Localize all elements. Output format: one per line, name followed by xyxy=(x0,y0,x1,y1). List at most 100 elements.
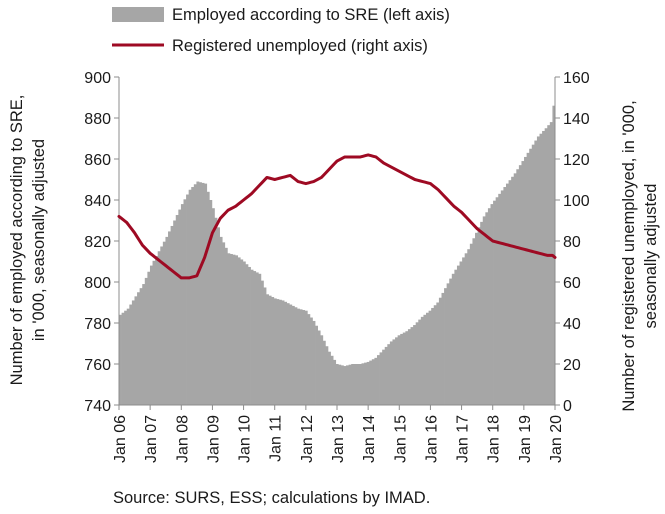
employed-area-bar xyxy=(402,332,406,405)
employed-area-bar xyxy=(358,364,362,405)
employed-area-bar xyxy=(144,277,148,405)
left-axis-tick-label: 820 xyxy=(84,234,111,251)
employed-area-bar xyxy=(400,333,404,405)
employed-area-bar xyxy=(397,335,401,405)
unemployed-point xyxy=(195,274,198,277)
unemployed-point xyxy=(234,205,237,208)
right-axis-tick-label: 80 xyxy=(563,234,581,251)
unemployed-point xyxy=(273,178,276,181)
employed-area-bar xyxy=(456,265,460,405)
unemployed-point xyxy=(515,246,517,249)
employed-area-bar xyxy=(271,297,275,405)
employed-area-bar xyxy=(526,152,530,405)
employed-area-bar xyxy=(170,225,174,405)
employed-area-bar xyxy=(211,208,215,405)
employed-area-bar xyxy=(413,325,417,405)
legend-label-unemployed: Registered unemployed (right axis) xyxy=(172,37,428,55)
employed-area-bar xyxy=(529,148,533,405)
x-axis-tick-label: Jan 12 xyxy=(299,415,316,463)
employed-area-bar xyxy=(459,261,463,405)
employed-area-bar xyxy=(441,292,445,405)
employed-area-bar xyxy=(467,249,471,405)
employed-area-bar xyxy=(214,217,218,405)
employed-area-bar xyxy=(217,227,220,405)
employed-area-bar xyxy=(193,184,197,405)
employed-area-bar xyxy=(322,340,326,405)
employed-area-bar xyxy=(335,364,339,405)
employed-area-bar xyxy=(505,183,509,405)
employed-area-bar xyxy=(142,284,146,405)
employed-area-bar xyxy=(356,364,360,405)
employed-area-bar xyxy=(294,307,298,405)
employed-area-bar xyxy=(542,130,546,406)
employed-area-bar xyxy=(304,310,308,405)
employed-area-bar xyxy=(361,363,365,405)
unemployed-point xyxy=(320,176,323,179)
employed-area-bar xyxy=(366,361,370,405)
right-axis-tick-label: 60 xyxy=(563,275,581,292)
employed-area-bar xyxy=(433,305,437,405)
unemployed-point xyxy=(507,244,510,247)
employed-area-bar xyxy=(162,241,166,405)
employed-area-bar xyxy=(464,253,468,405)
employed-area-bar xyxy=(482,216,486,405)
x-axis-tick-label: Jan 18 xyxy=(486,415,503,463)
unemployed-point xyxy=(258,184,261,187)
employed-area-bar xyxy=(155,256,159,405)
employed-area-bar xyxy=(374,357,378,405)
employed-area-bar xyxy=(353,364,357,405)
right-axis-tick-label: 0 xyxy=(563,398,572,415)
employed-area-bar xyxy=(338,364,342,405)
employed-area-bar xyxy=(276,299,280,405)
employed-area-bar xyxy=(518,165,522,405)
employed-area-bar xyxy=(209,200,213,405)
unemployed-point xyxy=(164,264,167,267)
employed-area-bar xyxy=(420,316,424,405)
unemployed-point xyxy=(437,188,440,191)
employed-area-bar xyxy=(191,187,195,405)
legend-swatch-employed xyxy=(112,7,164,22)
employed-area-bar xyxy=(348,364,352,405)
unemployed-point xyxy=(118,215,120,218)
x-axis-tick-label: Jan 06 xyxy=(112,415,129,463)
employed-area-bar xyxy=(173,220,177,405)
unemployed-point xyxy=(530,250,533,253)
x-axis-tick-label: Jan 11 xyxy=(268,415,285,462)
unemployed-point xyxy=(460,211,463,214)
right-axis-title-line1: Number of registered unemployed, in '000… xyxy=(620,100,638,411)
employed-area-bar xyxy=(320,335,324,405)
employed-area-bar xyxy=(188,189,192,405)
unemployed-point xyxy=(157,258,159,261)
employed-area-bar xyxy=(325,346,329,405)
employed-area-bar xyxy=(449,278,453,405)
x-axis-tick-label: Jan 19 xyxy=(517,415,534,463)
employed-area-bar xyxy=(299,309,303,405)
employed-area-bar xyxy=(129,304,133,405)
employed-area-bar xyxy=(351,364,355,405)
employed-area-bar xyxy=(395,337,398,405)
employed-area-bar xyxy=(198,182,202,405)
x-axis-tick-label: Jan 13 xyxy=(330,415,347,463)
employed-area-bar xyxy=(333,359,337,405)
employed-area-bar xyxy=(511,176,515,405)
right-axis-tick-label: 120 xyxy=(563,152,590,169)
employed-area-bar xyxy=(477,227,481,405)
employed-area-bar xyxy=(508,180,512,405)
unemployed-point xyxy=(398,170,401,173)
employed-area-bar xyxy=(139,288,143,405)
employed-area-bar xyxy=(410,327,414,405)
unemployed-point xyxy=(429,182,432,185)
employed-area-bar xyxy=(472,238,476,405)
employed-area-bar xyxy=(196,181,200,405)
employed-area-bar xyxy=(266,294,269,405)
employed-area-bar xyxy=(302,310,306,405)
unemployed-point xyxy=(312,180,315,183)
employed-area-bar xyxy=(327,351,331,405)
unemployed-point xyxy=(421,180,424,183)
employed-area-bar xyxy=(503,187,507,405)
employed-area-bar xyxy=(273,298,277,405)
employed-area-bar xyxy=(364,362,368,405)
x-axis-tick-label: Jan 14 xyxy=(361,415,378,463)
employed-area-bar xyxy=(536,136,540,405)
employed-area-bar xyxy=(498,193,502,405)
